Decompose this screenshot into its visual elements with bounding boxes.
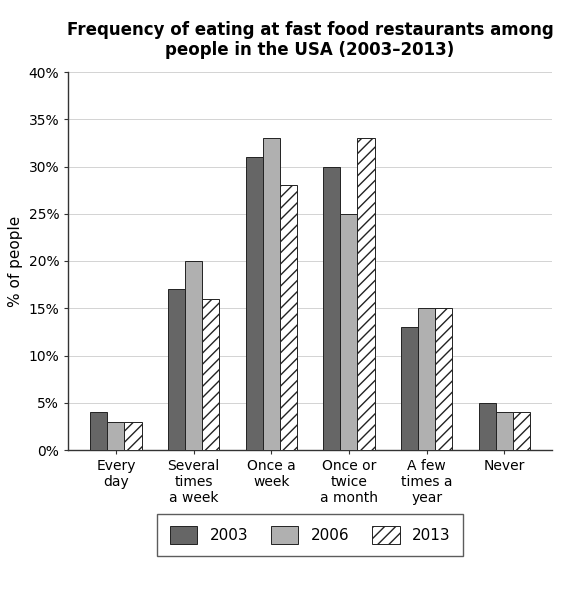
- Bar: [90, 412, 108, 450]
- Legend: 2003, 2006, 2013: 2003, 2006, 2013: [158, 514, 463, 556]
- Bar: [401, 327, 418, 450]
- Bar: [108, 422, 125, 450]
- Bar: [168, 289, 185, 450]
- Title: Frequency of eating at fast food restaurants among
people in the USA (2003–2013): Frequency of eating at fast food restaur…: [67, 20, 554, 59]
- Bar: [323, 166, 340, 450]
- Bar: [263, 138, 280, 450]
- Bar: [418, 308, 435, 450]
- Bar: [246, 157, 263, 450]
- Bar: [435, 308, 452, 450]
- Bar: [185, 261, 202, 450]
- Bar: [202, 299, 219, 450]
- Bar: [280, 185, 297, 450]
- Bar: [513, 412, 530, 450]
- Bar: [340, 214, 357, 450]
- Bar: [496, 412, 513, 450]
- Bar: [479, 403, 496, 450]
- Y-axis label: % of people: % of people: [8, 215, 23, 307]
- Bar: [357, 138, 374, 450]
- Bar: [125, 422, 142, 450]
